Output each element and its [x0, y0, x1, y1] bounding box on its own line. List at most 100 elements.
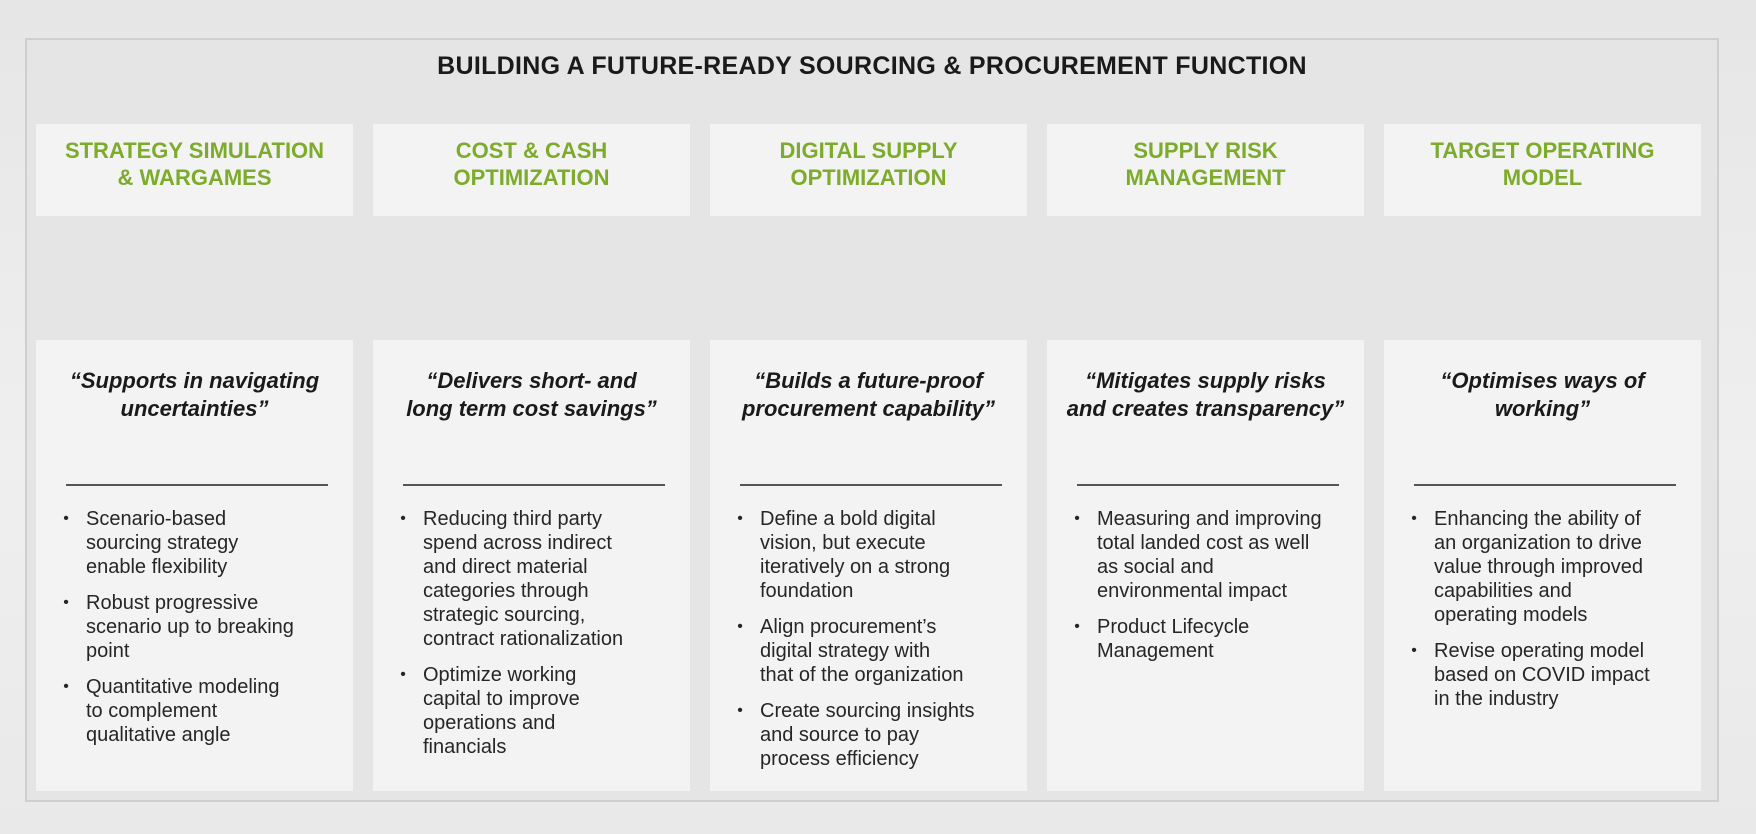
pillar-body: “Optimises ways of working” • Enhancing …: [1384, 340, 1701, 791]
bullet-line: sourcing strategy: [86, 532, 239, 554]
pillar-quote-line: working”: [1494, 396, 1591, 421]
bullet-dot-icon: •: [737, 510, 743, 527]
bullet-line: Measuring and improving: [1097, 508, 1322, 530]
bullet-line: Scenario-based: [86, 508, 227, 530]
bullet-line: based on COVID impact: [1434, 664, 1650, 686]
bullet-dot-icon: •: [400, 510, 406, 527]
pillar-quote-line: “Optimises ways of: [1440, 368, 1645, 393]
bullet-item: • Robust progressive scenario up to brea…: [58, 591, 347, 663]
pillar-quote-line: “Mitigates supply risks: [1085, 368, 1326, 393]
bullet-line: an organization to drive: [1434, 532, 1642, 554]
pillar-strategy-simulation: STRATEGY SIMULATION & WARGAMES “Supports…: [36, 124, 353, 791]
bullet-line: capital to improve: [423, 688, 580, 710]
pillar-body: “Supports in navigating uncertainties” •…: [36, 340, 353, 791]
bullet-dot-icon: •: [63, 510, 69, 527]
pillar-title-line: MANAGEMENT: [1125, 165, 1286, 190]
bullet-dot-icon: •: [400, 666, 406, 683]
pillar-digital-supply: DIGITAL SUPPLY OPTIMIZATION “Builds a fu…: [710, 124, 1027, 791]
bullet-line: Robust progressive: [86, 592, 259, 614]
pillar-bullet-list: • Measuring and improving total landed c…: [1069, 507, 1358, 675]
bullet-dot-icon: •: [1074, 510, 1080, 527]
bullet-line: Enhancing the ability of: [1434, 508, 1641, 530]
bullet-line: that of the organization: [760, 664, 964, 686]
bullet-line: contract rationalization: [423, 628, 624, 650]
divider-line: [403, 484, 665, 486]
slide-title: BUILDING A FUTURE-READY SOURCING & PROCU…: [437, 52, 1307, 80]
pillar-quote-line: procurement capability”: [741, 396, 996, 421]
bullet-line: Optimize working: [423, 664, 577, 686]
bullet-line: Revise operating model: [1434, 640, 1645, 662]
pillar-title-line: MODEL: [1502, 165, 1583, 190]
bullet-line: point: [86, 640, 130, 662]
bullet-item: • Create sourcing insights and source to…: [732, 699, 1021, 771]
pillar-body: “Mitigates supply risks and creates tran…: [1047, 340, 1364, 791]
bullet-item: • Define a bold digital vision, but exec…: [732, 507, 1021, 603]
pillar-cost-cash: COST & CASH OPTIMIZATION “Delivers short…: [373, 124, 690, 791]
pillar-header: STRATEGY SIMULATION & WARGAMES: [36, 124, 353, 216]
pillar-header: TARGET OPERATING MODEL: [1384, 124, 1701, 216]
bullet-line: Management: [1097, 640, 1214, 662]
bullet-line: spend across indirect: [423, 532, 612, 554]
bullet-dot-icon: •: [63, 594, 69, 611]
pillar-title: TARGET OPERATING MODEL: [1384, 137, 1701, 191]
bullet-line: in the industry: [1434, 688, 1559, 710]
pillar-quote: “Mitigates supply risks and creates tran…: [1047, 367, 1364, 423]
bullet-item: • Optimize working capital to improve op…: [395, 663, 684, 759]
bullet-dot-icon: •: [1411, 510, 1417, 527]
pillar-quote-line: “Delivers short- and: [426, 368, 637, 393]
bullet-item: • Enhancing the ability of an organizati…: [1406, 507, 1695, 627]
divider-line: [66, 484, 328, 486]
pillar-title-line: OPTIMIZATION: [453, 165, 610, 190]
pillar-quote: “Delivers short- and long term cost savi…: [373, 367, 690, 423]
bullet-line: Create sourcing insights: [760, 700, 975, 722]
pillar-target-operating-model: TARGET OPERATING MODEL “Optimises ways o…: [1384, 124, 1701, 791]
pillar-title: COST & CASH OPTIMIZATION: [373, 137, 690, 191]
bullet-line: strategic sourcing,: [423, 604, 586, 626]
bullet-line: Define a bold digital: [760, 508, 936, 530]
bullet-line: iteratively on a strong: [760, 556, 951, 578]
bullet-line: operating models: [1434, 604, 1588, 626]
pillar-quote-line: uncertainties”: [120, 396, 269, 421]
bullet-line: digital strategy with: [760, 640, 931, 662]
pillar-quote-line: long term cost savings”: [406, 396, 657, 421]
pillar-body: “Delivers short- and long term cost savi…: [373, 340, 690, 791]
bullet-line: and direct material: [423, 556, 588, 578]
bullet-item: • Reducing third party spend across indi…: [395, 507, 684, 651]
pillar-title-line: COST & CASH: [455, 138, 608, 163]
bullet-line: capabilities and: [1434, 580, 1572, 602]
bullet-item: • Align procurement’s digital strategy w…: [732, 615, 1021, 687]
bullet-line: qualitative angle: [86, 724, 231, 746]
bullet-dot-icon: •: [737, 702, 743, 719]
pillar-title-line: DIGITAL SUPPLY: [779, 138, 958, 163]
pillar-title-line: STRATEGY SIMULATION: [64, 138, 325, 163]
bullet-line: Reducing third party: [423, 508, 602, 530]
divider-line: [1414, 484, 1676, 486]
bullet-line: as social and: [1097, 556, 1214, 578]
bullet-dot-icon: •: [1074, 618, 1080, 635]
pillar-title: STRATEGY SIMULATION & WARGAMES: [36, 137, 353, 191]
pillar-bullet-list: • Scenario-based sourcing strategy enabl…: [58, 507, 347, 759]
pillar-bullet-list: • Reducing third party spend across indi…: [395, 507, 684, 771]
bullet-line: operations and: [423, 712, 556, 734]
pillar-quote-line: “Supports in navigating: [69, 368, 320, 393]
bullet-item: • Quantitative modeling to complement qu…: [58, 675, 347, 747]
pillar-title-line: SUPPLY RISK: [1133, 138, 1278, 163]
bullet-line: Quantitative modeling: [86, 676, 280, 698]
pillar-bullet-list: • Enhancing the ability of an organizati…: [1406, 507, 1695, 723]
divider-line: [740, 484, 1002, 486]
pillar-quote: “Builds a future-proof procurement capab…: [710, 367, 1027, 423]
bullet-item: • Measuring and improving total landed c…: [1069, 507, 1358, 603]
pillar-header: SUPPLY RISK MANAGEMENT: [1047, 124, 1364, 216]
pillar-bullet-list: • Define a bold digital vision, but exec…: [732, 507, 1021, 783]
pillar-quote: “Supports in navigating uncertainties”: [36, 367, 353, 423]
pillar-title-line: & WARGAMES: [117, 165, 272, 190]
bullet-line: environmental impact: [1097, 580, 1288, 602]
bullet-item: • Scenario-based sourcing strategy enabl…: [58, 507, 347, 579]
bullet-line: and source to pay: [760, 724, 919, 746]
bullet-line: vision, but execute: [760, 532, 926, 554]
bullet-line: total landed cost as well: [1097, 532, 1310, 554]
pillar-header: DIGITAL SUPPLY OPTIMIZATION: [710, 124, 1027, 216]
pillar-quote-line: and creates transparency”: [1066, 396, 1345, 421]
pillar-title-line: TARGET OPERATING: [1430, 138, 1655, 163]
divider-line: [1077, 484, 1339, 486]
